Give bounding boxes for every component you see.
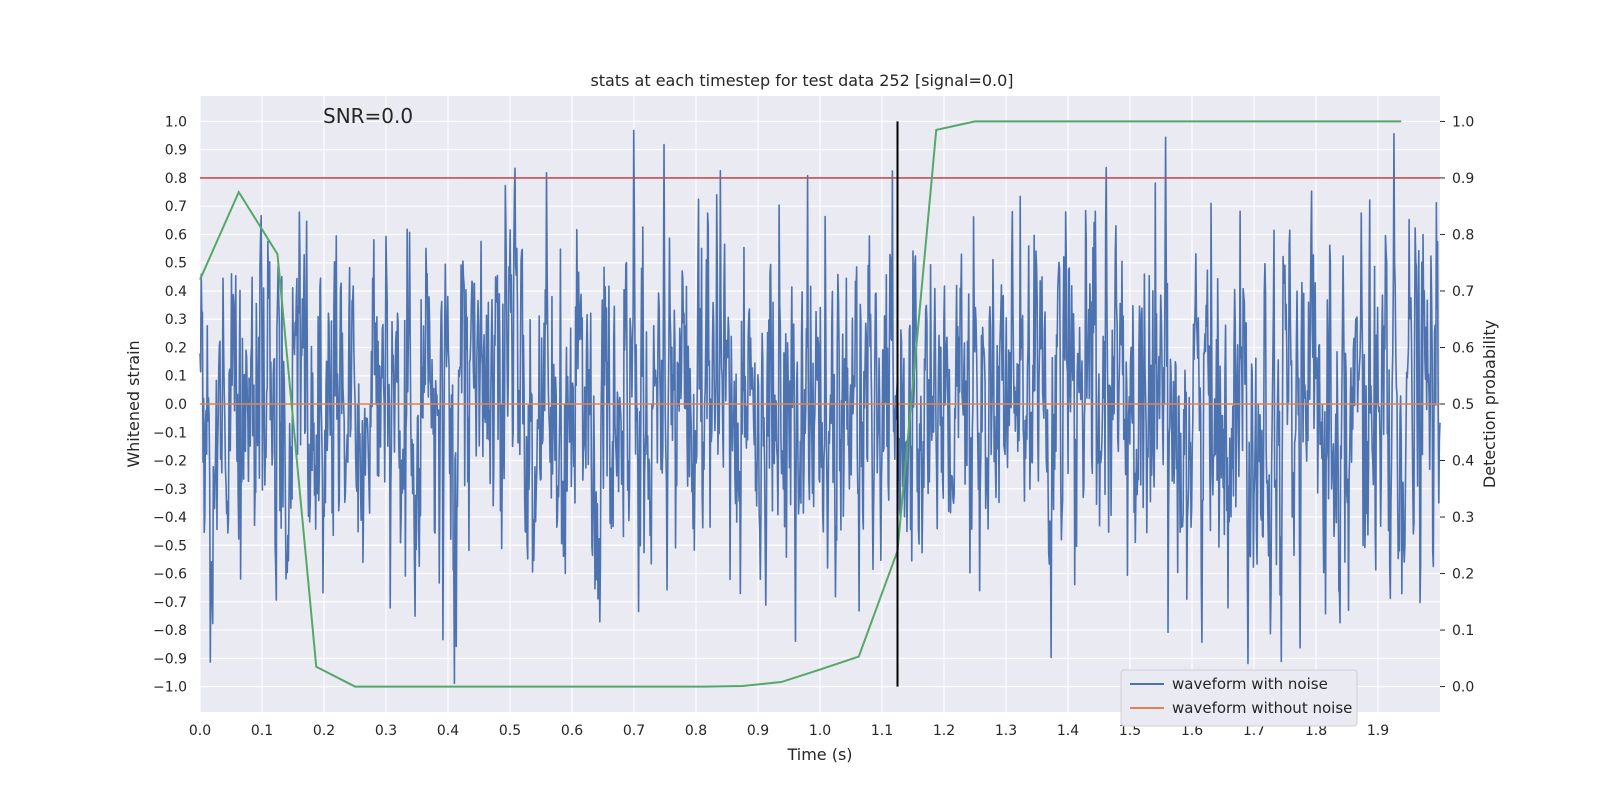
y-left-tick-label: −0.8	[153, 623, 187, 639]
y-right-tick-label: 0.8	[1452, 227, 1474, 243]
y-left-tick-label: 0.9	[165, 143, 187, 159]
x-tick-label: 0.0	[189, 723, 211, 739]
y-left-tick-label: 0.4	[165, 284, 187, 300]
legend-box	[1120, 669, 1358, 727]
y-left-tick-label: −0.6	[153, 567, 187, 583]
y-left-tick-label: 0.6	[165, 227, 187, 243]
x-tick-label: 0.4	[437, 723, 459, 739]
y-left-tick-label: 1.0	[165, 114, 187, 130]
y-left-tick-label: 0.0	[165, 397, 187, 413]
y-left-tick-label: −0.9	[153, 651, 187, 667]
x-tick-label: 1.7	[1243, 723, 1265, 739]
x-tick-label: 0.7	[623, 723, 645, 739]
snr-annotation: SNR=0.0	[323, 104, 413, 128]
legend-label-clean: waveform without noise	[1172, 699, 1352, 717]
x-tick-label: 1.1	[871, 723, 893, 739]
x-tick-label: 0.5	[499, 723, 521, 739]
y-left-tick-label: −0.5	[153, 538, 187, 554]
chart-title: stats at each timestep for test data 252…	[590, 71, 1013, 90]
overlay-lines	[199, 120, 1440, 688]
x-tick-label: 0.3	[375, 723, 397, 739]
y-left-tick-label: −1.0	[153, 680, 187, 696]
y-left-tick-label: 0.5	[165, 256, 187, 272]
y-left-tick-label: −0.1	[153, 425, 187, 441]
y-left-tick-label: −0.4	[153, 510, 187, 526]
x-tick-label: 0.1	[251, 723, 273, 739]
y-left-tick-label: 0.1	[165, 369, 187, 385]
legend: waveform with noise waveform without noi…	[1120, 669, 1358, 727]
y-left-tick-label: −0.7	[153, 595, 187, 611]
x-tick-label: 1.6	[1181, 723, 1203, 739]
x-tick-label: 0.6	[561, 723, 583, 739]
tick-labels: 0.0 0.1 0.2 0.3 0.4 0.5 0.6 0.7 0.8 0.9 1.0 1.1 1.2 1…	[153, 114, 1474, 739]
y-left-tick-label: 0.7	[165, 199, 187, 215]
y-right-tick-label: 0.5	[1452, 397, 1474, 413]
y-left-tick-label: 0.2	[165, 340, 187, 356]
y-right-tick-label: 0.1	[1452, 623, 1474, 639]
detection-probability-line	[199, 120, 1402, 688]
waveform-with-noise-line	[199, 129, 1441, 685]
y-right-tick-label: 0.9	[1452, 171, 1474, 187]
y-right-tick-label: 0.0	[1452, 680, 1474, 696]
x-tick-label: 1.4	[1057, 723, 1079, 739]
legend-label-noise: waveform with noise	[1172, 675, 1328, 693]
y-right-tick-label: 0.4	[1452, 454, 1474, 470]
noise-series	[199, 129, 1441, 685]
y-right-tick-label: 0.3	[1452, 510, 1474, 526]
x-tick-label: 1.2	[933, 723, 955, 739]
y-axis-left-label: Whitened strain	[124, 340, 143, 467]
y-left-tick-label: −0.2	[153, 454, 187, 470]
y-right-tick-label: 0.6	[1452, 340, 1474, 356]
y-right-tick-label: 1.0	[1452, 114, 1474, 130]
x-tick-label: 0.8	[685, 723, 707, 739]
y-axis-right-label: Detection probability	[1480, 320, 1499, 488]
x-tick-label: 1.0	[809, 723, 831, 739]
y-left-tick-label: 0.3	[165, 312, 187, 328]
x-tick-label: 1.3	[995, 723, 1017, 739]
y-left-tick-label: −0.3	[153, 482, 187, 498]
x-axis-label: Time (s)	[786, 745, 852, 764]
x-tick-label: 1.5	[1119, 723, 1141, 739]
x-tick-label: 1.8	[1305, 723, 1327, 739]
y-left-tick-label: 0.8	[165, 171, 187, 187]
x-tick-label: 1.9	[1367, 723, 1389, 739]
y-right-tick-label: 0.7	[1452, 284, 1474, 300]
x-tick-label: 0.9	[747, 723, 769, 739]
x-tick-label: 0.2	[313, 723, 335, 739]
y-right-tick-label: 0.2	[1452, 567, 1474, 583]
